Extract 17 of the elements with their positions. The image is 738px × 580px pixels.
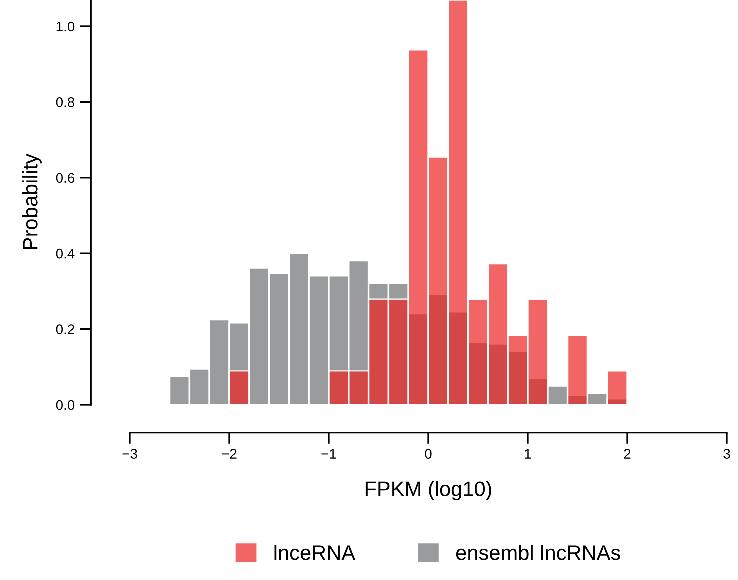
x-tick-label: 0 — [425, 449, 432, 459]
y-tick-label: 1.0 — [56, 22, 75, 32]
legend-label: ensembl lncRNAs — [456, 545, 620, 560]
legend-label: lnceRNA — [274, 545, 356, 560]
y-tick-label: 0.8 — [56, 98, 75, 108]
y-axis-title: Probability — [22, 154, 42, 250]
x-tick-label: 1 — [525, 449, 532, 459]
x-tick-label: −3 — [122, 449, 138, 459]
x-axis-title: FPKM (log10) — [366, 481, 492, 501]
x-tick-label: 3 — [724, 449, 730, 459]
x-tick-label: 2 — [624, 449, 631, 459]
y-tick-label: 0.4 — [56, 248, 75, 259]
y-tick-label: 0.2 — [56, 324, 74, 334]
y-tick-label: 0.6 — [56, 173, 75, 184]
x-tick-label: −1 — [322, 449, 336, 459]
x-tick-label: −2 — [222, 449, 237, 459]
y-tick-label: 0.0 — [56, 400, 75, 410]
